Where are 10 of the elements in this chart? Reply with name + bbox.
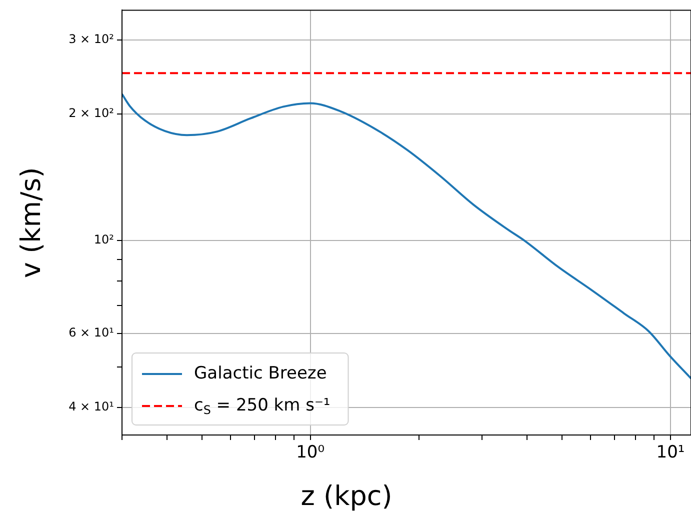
x-tick-label: 10⁰ [296,442,325,463]
y-tick-label: 3 × 10² [68,32,114,46]
y-tick-label: 4 × 10¹ [68,400,114,414]
y-tick-label: 6 × 10¹ [68,326,114,340]
legend-label: Galactic Breeze [194,363,327,384]
x-axis-title: z (kpc) [300,481,392,512]
y-tick-label: 2 × 10² [68,106,114,120]
y-axis-title: v (km/s) [16,167,47,278]
y-tick-label: 10² [94,232,114,246]
x-tick-label: 10¹ [656,442,685,463]
